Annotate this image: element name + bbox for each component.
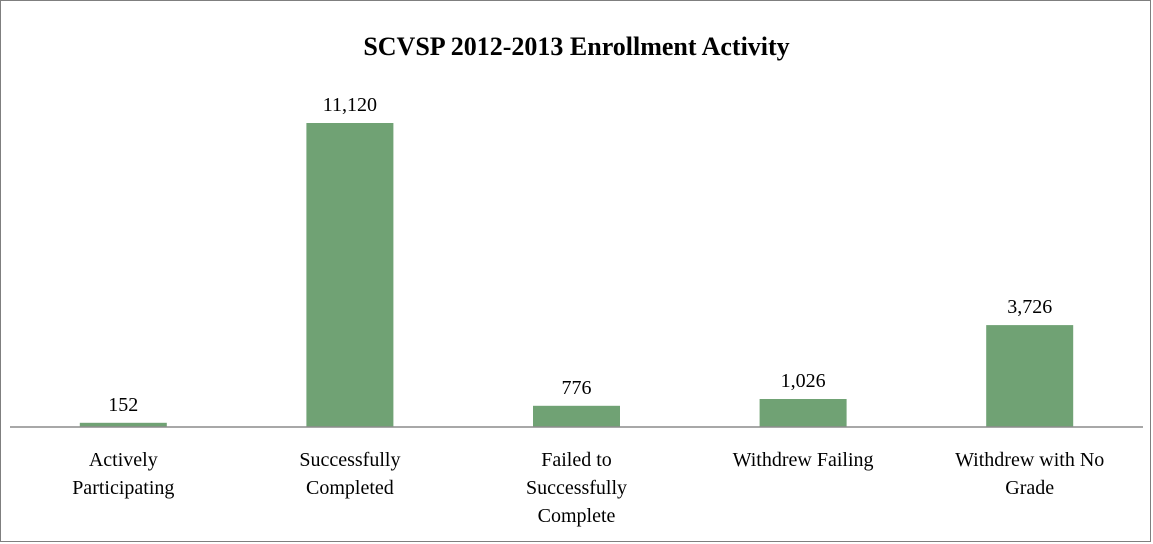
x-tick-label-5: Withdrew with No Grade: [955, 449, 1104, 499]
data-label-2: 11,120: [323, 94, 377, 116]
tick-labels-group: Actively Participating Successfully Complet…: [72, 449, 1104, 527]
x-tick-label-2: Successfully Completed: [299, 449, 400, 499]
x-tick-label-3: Failed to Successfully Complete: [526, 449, 627, 527]
x-tick-label-line: Participating: [72, 477, 174, 499]
data-label-3: 776: [562, 377, 592, 399]
x-tick-label-line: Grade: [1005, 477, 1054, 499]
data-label-4: 1,026: [781, 370, 826, 392]
bar-4: [759, 399, 847, 427]
data-label-5: 3,726: [1007, 296, 1052, 318]
x-tick-label-line: Completed: [306, 477, 394, 499]
x-tick-label-line: Withdrew with No: [955, 449, 1104, 471]
x-tick-label-line: Withdrew Failing: [733, 449, 874, 471]
chart-title: SCVSP 2012-2013 Enrollment Activity: [363, 32, 790, 61]
bar-5: [986, 325, 1074, 427]
bar-3: [533, 405, 620, 427]
x-tick-label-4: Withdrew Failing: [733, 449, 874, 471]
x-tick-label-1: Actively Participating: [72, 449, 174, 499]
data-labels-group: 152 11,120 776 1,026 3,726: [108, 94, 1052, 416]
x-tick-label-line: Successfully: [299, 449, 400, 471]
bar-2: [306, 123, 394, 427]
x-tick-label-line: Actively: [89, 449, 158, 471]
x-tick-label-line: Complete: [538, 505, 616, 527]
x-tick-label-line: Successfully: [526, 477, 627, 499]
x-tick-label-line: Failed to: [541, 449, 612, 471]
bars-group: [79, 123, 1074, 427]
bar-1: [79, 422, 167, 427]
data-label-1: 152: [108, 394, 138, 416]
